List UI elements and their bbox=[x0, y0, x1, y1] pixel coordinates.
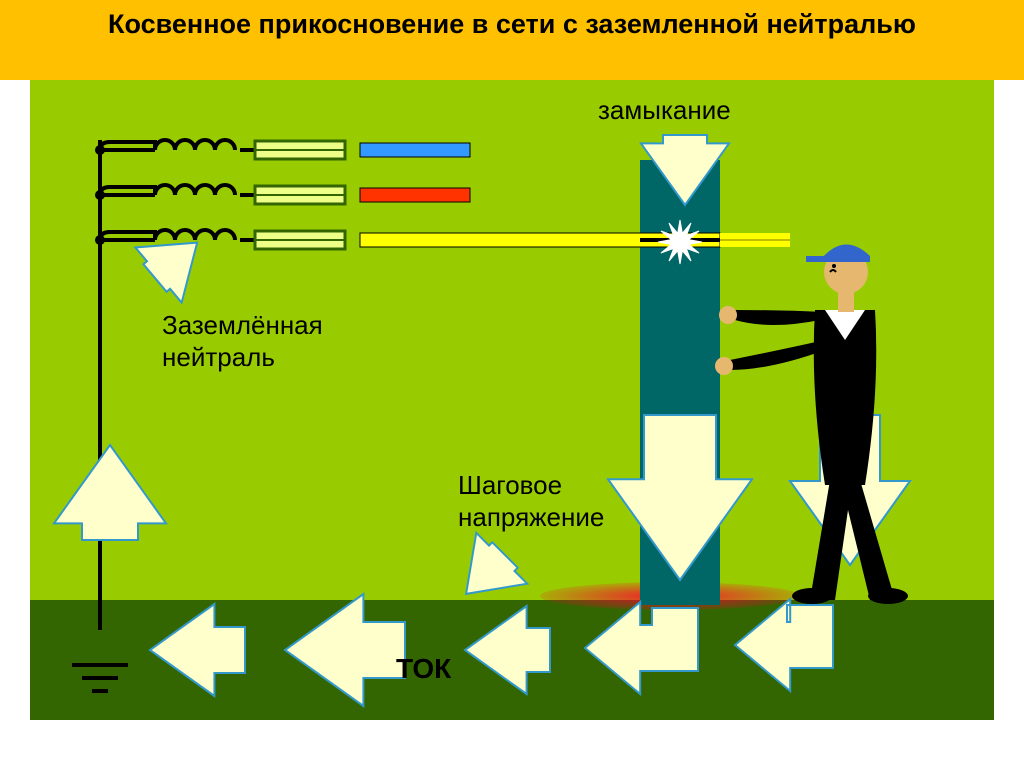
label-step-voltage-2: напряжение bbox=[458, 502, 604, 533]
diagram-svg bbox=[0, 0, 1024, 767]
label-current: ТОК bbox=[396, 653, 451, 685]
label-grounded-neutral-2: нейтраль bbox=[162, 342, 275, 373]
label-grounded-neutral-1: Заземлённая bbox=[162, 310, 323, 341]
label-short-circuit: замыкание bbox=[598, 95, 731, 126]
diagram-title: Косвенное прикосновение в сети с заземле… bbox=[0, 0, 1024, 88]
label-step-voltage-1: Шаговое bbox=[458, 470, 562, 501]
diagram-root: Косвенное прикосновение в сети с заземле… bbox=[0, 0, 1024, 767]
